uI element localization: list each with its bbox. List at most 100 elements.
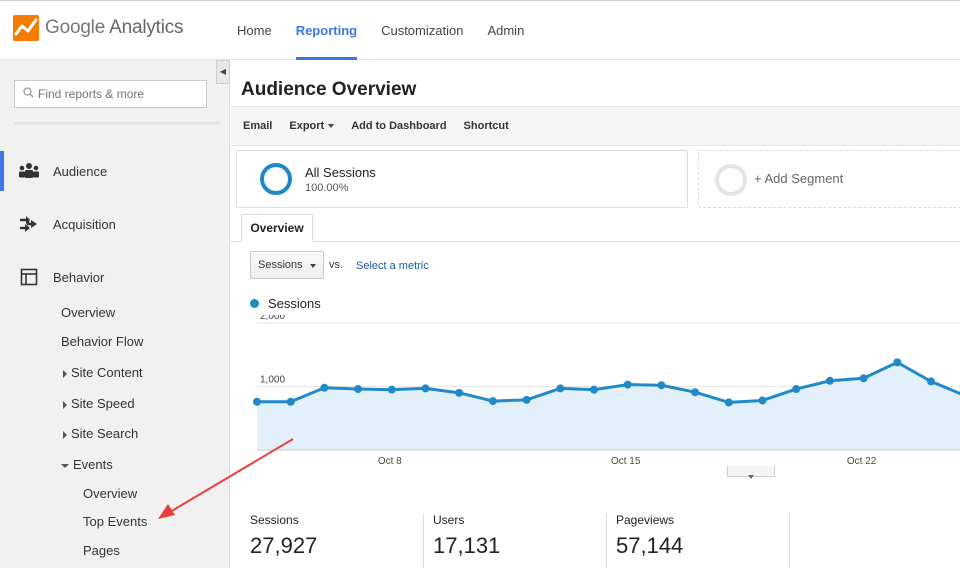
chart-collapse-handle[interactable]: [727, 466, 775, 479]
sidebar-item-behavior-flow[interactable]: Behavior Flow: [61, 334, 144, 349]
add-segment-label: + Add Segment: [754, 171, 844, 186]
tabs-divider: [231, 241, 960, 242]
divider: [14, 122, 220, 126]
data-point: [522, 395, 531, 404]
metric-select-value: Sessions: [258, 259, 303, 271]
nav-reporting[interactable]: Reporting: [284, 1, 369, 60]
chevron-down-icon: [328, 124, 335, 129]
add-segment-button[interactable]: + Add Segment: [698, 150, 960, 208]
sidebar-item-events-pages[interactable]: Pages: [83, 543, 120, 558]
series-line: [257, 360, 960, 404]
data-point: [657, 381, 666, 390]
data-point: [455, 388, 464, 397]
sidebar-item-acquisition[interactable]: Acquisition: [0, 204, 229, 244]
data-point: [691, 388, 700, 397]
main-content: Audience Overview Email Export Add to Da…: [231, 60, 960, 568]
nav-admin[interactable]: Admin: [487, 23, 525, 38]
acquisition-icon: [18, 213, 40, 235]
sidebar-item-label: Audience: [53, 163, 108, 179]
data-point: [488, 397, 497, 406]
stat-pageviews: Pageviews 57,144: [616, 513, 786, 568]
google-analytics-logo[interactable]: Google Analytics: [13, 15, 184, 41]
legend-label: Sessions: [268, 296, 321, 311]
sidebar-item-events-overview[interactable]: Overview: [83, 486, 138, 501]
data-point: [421, 384, 430, 393]
metric-select[interactable]: Sessions: [250, 251, 324, 279]
collapse-sidebar-button[interactable]: ◀: [216, 60, 230, 84]
sidebar-item-label: Site Search: [71, 426, 139, 441]
audience-icon: [18, 160, 40, 182]
report-toolbar: Email Export Add to Dashboard Shortcut: [231, 106, 960, 146]
stat-value: 57,144: [616, 533, 684, 558]
stat-value: 27,927: [250, 533, 318, 558]
caret-down-icon: [61, 463, 69, 468]
sidebar-item-top-events[interactable]: Top Events: [83, 514, 148, 529]
data-point: [354, 385, 363, 394]
stat-users: Users 17,131: [433, 513, 603, 568]
data-point: [758, 396, 767, 405]
behavior-icon: [18, 266, 40, 288]
caret-right-icon: [63, 430, 67, 439]
legend-dot-icon: [250, 299, 259, 308]
chart-legend: Sessions: [250, 296, 321, 311]
caret-right-icon: [63, 400, 67, 409]
sidebar-item-label: Site Content: [71, 365, 143, 380]
stat-label: Pageviews: [616, 513, 675, 527]
data-point: [387, 385, 396, 394]
stat-label: Users: [433, 513, 465, 527]
data-point: [590, 385, 598, 394]
data-point: [792, 385, 801, 394]
select-metric-link[interactable]: Select a metric: [356, 260, 429, 272]
export-label: Export: [289, 120, 325, 132]
add-to-dashboard-button[interactable]: Add to Dashboard: [351, 120, 447, 132]
sidebar-item-site-speed[interactable]: Site Speed: [63, 396, 135, 411]
search-input[interactable]: [38, 87, 198, 101]
top-header: Google Analytics Home Reporting Customiz…: [0, 0, 960, 60]
stat-sessions: Sessions 27,927: [250, 513, 420, 568]
sidebar-item-label: Site Speed: [71, 396, 135, 411]
y-tick-label: 1,000: [260, 375, 285, 386]
nav-home[interactable]: Home: [237, 23, 272, 38]
data-point: [286, 397, 295, 406]
analytics-logo-icon: [13, 15, 39, 41]
data-point: [320, 383, 329, 392]
x-tick-label: Oct 8: [378, 456, 402, 467]
segment-all-sessions[interactable]: All Sessions 100.00%: [236, 150, 688, 208]
stat-divider: [606, 513, 607, 568]
sidebar-item-label: Acquisition: [53, 216, 116, 232]
data-point: [825, 376, 834, 385]
sidebar-item-site-search[interactable]: Site Search: [63, 426, 138, 441]
x-tick-label: Oct 15: [611, 456, 641, 467]
report-search-field[interactable]: [14, 80, 207, 108]
vs-label: vs.: [329, 259, 344, 271]
data-point: [893, 358, 902, 367]
segment-percent: 100.00%: [305, 182, 349, 194]
stat-label: Sessions: [250, 513, 299, 527]
sidebar-item-behavior-overview[interactable]: Overview: [61, 305, 116, 320]
stat-divider: [789, 513, 790, 568]
data-point: [623, 380, 632, 389]
shortcut-button[interactable]: Shortcut: [463, 120, 509, 132]
y-tick-label: 2,000: [260, 315, 285, 322]
email-button[interactable]: Email: [243, 120, 273, 132]
sessions-chart: 2,000 1,000 Oct 8 Oct 15 Oct 22: [253, 315, 960, 467]
empty-segment-ring-icon: [715, 164, 747, 196]
data-point: [724, 398, 733, 407]
sidebar-item-behavior[interactable]: Behavior: [0, 257, 229, 297]
export-button[interactable]: Export: [289, 120, 335, 132]
chevron-down-icon: [310, 264, 316, 268]
sidebar-item-events[interactable]: Events: [61, 457, 113, 472]
sidebar-item-site-content[interactable]: Site Content: [63, 365, 143, 380]
top-nav: Home Reporting Customization Admin: [225, 1, 536, 60]
nav-customization[interactable]: Customization: [381, 23, 464, 38]
logo-text: Google Analytics: [45, 17, 184, 38]
data-point: [253, 397, 261, 406]
sidebar-item-audience[interactable]: Audience: [0, 151, 229, 191]
stat-value: 17,131: [433, 533, 501, 558]
sidebar-item-label: Behavior: [53, 269, 105, 285]
tab-overview[interactable]: Overview: [241, 214, 313, 242]
sidebar: Audience Acquisition Behavior Overview B…: [0, 60, 230, 568]
caret-right-icon: [63, 369, 67, 378]
data-point: [556, 384, 565, 393]
segment-ring-icon: [260, 163, 292, 195]
